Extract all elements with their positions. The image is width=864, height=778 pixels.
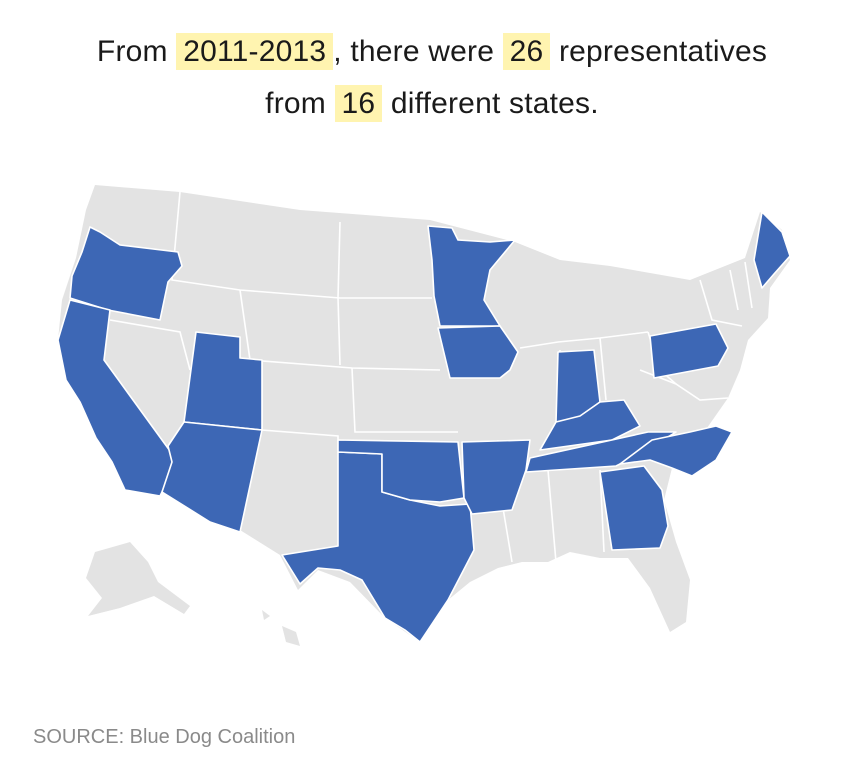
representatives-count-highlight: 26 (502, 33, 551, 70)
state-oregon (69, 226, 183, 321)
headline-line2-prefix: from (265, 87, 335, 120)
period-highlight: 2011-2013 (176, 33, 334, 70)
headline-line-1: From 2011-2013, there were 26 representa… (0, 26, 864, 78)
headline-line2-suffix: different states. (382, 87, 599, 120)
state-north-carolina (619, 425, 733, 477)
us-map (0, 170, 864, 660)
state-pennsylvania (649, 323, 729, 379)
source-note: SOURCE: Blue Dog Coalition (33, 726, 296, 748)
state-arizona (161, 421, 263, 533)
us-map-svg (57, 185, 791, 646)
states-count-highlight: 16 (334, 85, 383, 122)
headline-prefix: From (96, 35, 177, 68)
highlighted-states (57, 211, 791, 643)
state-iowa (437, 325, 519, 379)
state-minnesota (427, 225, 516, 327)
headline: From 2011-2013, there were 26 representa… (0, 26, 864, 130)
state-alaska (86, 542, 190, 616)
headline-suffix: representatives (550, 35, 768, 68)
state-georgia (599, 465, 669, 551)
state-maine (753, 211, 791, 289)
state-kentucky (539, 399, 641, 451)
headline-mid: , there were (333, 35, 503, 68)
state-oklahoma (337, 439, 465, 503)
state-hawaii (262, 610, 300, 646)
headline-line-2: from 16 different states. (0, 78, 864, 130)
state-arkansas (461, 439, 531, 515)
state-california (57, 299, 179, 497)
